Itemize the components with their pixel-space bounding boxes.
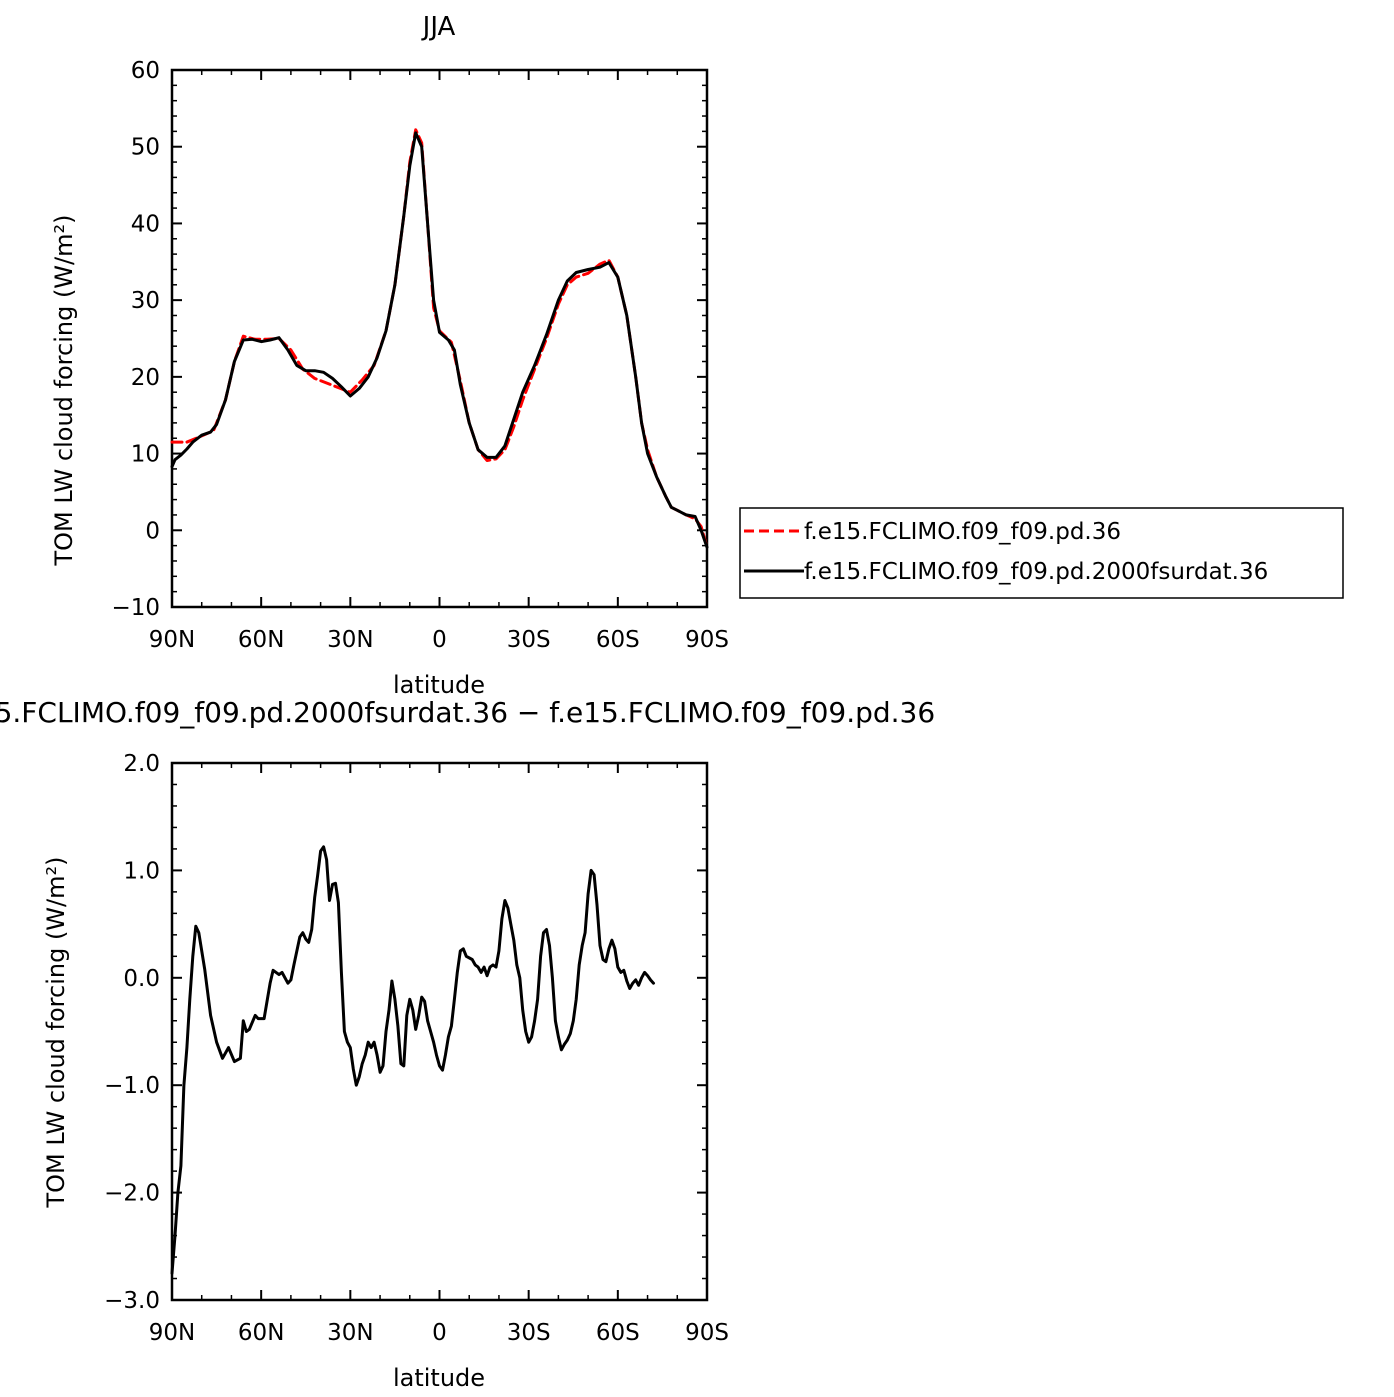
top-y-tick-label: −10 bbox=[111, 595, 160, 621]
bottom-y-tick-label: 0.0 bbox=[123, 966, 160, 992]
bottom-x-tick-label: 60N bbox=[238, 1320, 284, 1346]
bottom-x-tick-label: 30N bbox=[327, 1320, 373, 1346]
bottom-panel: f.e15.FCLIMO.f09_f09.pd.2000fsurdat.36 −… bbox=[0, 696, 935, 1392]
top-y-tick-label: 0 bbox=[145, 518, 160, 544]
bottom-y-tick-label: −1.0 bbox=[104, 1073, 160, 1099]
top-y-tick-label: 60 bbox=[131, 58, 160, 84]
top-y-tick-label: 30 bbox=[131, 288, 160, 314]
bottom-plot-frame bbox=[170, 761, 709, 1302]
legend-label-series-2: f.e15.FCLIMO.f09_f09.pd.2000fsurdat.36 bbox=[804, 559, 1268, 585]
top-x-tick-label: 30S bbox=[507, 627, 551, 653]
bottom-x-axis-label: latitude bbox=[393, 1364, 485, 1392]
top-series-line-2 bbox=[170, 131, 709, 549]
bottom-x-tick-label: 90S bbox=[685, 1320, 729, 1346]
bottom-y-tick-label: 2.0 bbox=[123, 751, 160, 777]
bottom-series-lines bbox=[170, 845, 655, 1275]
bottom-y-axis-label: TOM LW cloud forcing (W/m²) bbox=[42, 857, 70, 1209]
bottom-chart-title: f.e15.FCLIMO.f09_f09.pd.2000fsurdat.36 −… bbox=[0, 696, 935, 729]
bottom-y-tick-label: 1.0 bbox=[123, 858, 160, 884]
top-x-tick-label: 60N bbox=[238, 627, 284, 653]
bottom-x-tick-label: 60S bbox=[596, 1320, 640, 1346]
top-y-tick-label: 10 bbox=[131, 442, 160, 468]
top-axes: 90N 60N 30N 0 30S 60S 90S −10 0 10 20 30 40 50 60 bbox=[111, 58, 728, 653]
top-y-axis-label: TOM LW cloud forcing (W/m²) bbox=[50, 215, 78, 567]
top-series-lines bbox=[170, 128, 709, 549]
bottom-axes: 90N 60N 30N 0 30S 60S 90S −3.0 −2.0 −1.0 0.0 1.0 2.0 bbox=[104, 751, 729, 1346]
top-y-tick-label: 20 bbox=[131, 365, 160, 391]
bottom-x-tick-label: 30S bbox=[507, 1320, 551, 1346]
top-x-tick-label: 60S bbox=[596, 627, 640, 653]
top-x-tick-label: 0 bbox=[432, 627, 447, 653]
legend-box bbox=[739, 507, 1344, 599]
bottom-series-line-1 bbox=[170, 845, 655, 1275]
top-x-tick-label: 30N bbox=[327, 627, 373, 653]
top-x-tick-label: 90N bbox=[149, 627, 195, 653]
top-chart-title: JJA bbox=[421, 12, 456, 42]
bottom-y-tick-label: −2.0 bbox=[104, 1181, 160, 1207]
bottom-y-tick-label: −3.0 bbox=[104, 1288, 160, 1314]
top-y-tick-label: 50 bbox=[131, 135, 160, 161]
bottom-x-tick-label: 0 bbox=[432, 1320, 447, 1346]
top-y-tick-label: 40 bbox=[131, 211, 160, 237]
top-x-tick-label: 90S bbox=[685, 627, 729, 653]
legend: f.e15.FCLIMO.f09_f09.pd.36 f.e15.FCLIMO.… bbox=[739, 507, 1344, 599]
bottom-x-tick-label: 90N bbox=[149, 1320, 195, 1346]
top-x-axis-label: latitude bbox=[393, 671, 485, 699]
top-panel: JJA 90N 60N 30N 0 30S 60S 90S−100102030405060 … bbox=[50, 12, 729, 699]
legend-label-series-1: f.e15.FCLIMO.f09_f09.pd.36 bbox=[804, 519, 1121, 545]
